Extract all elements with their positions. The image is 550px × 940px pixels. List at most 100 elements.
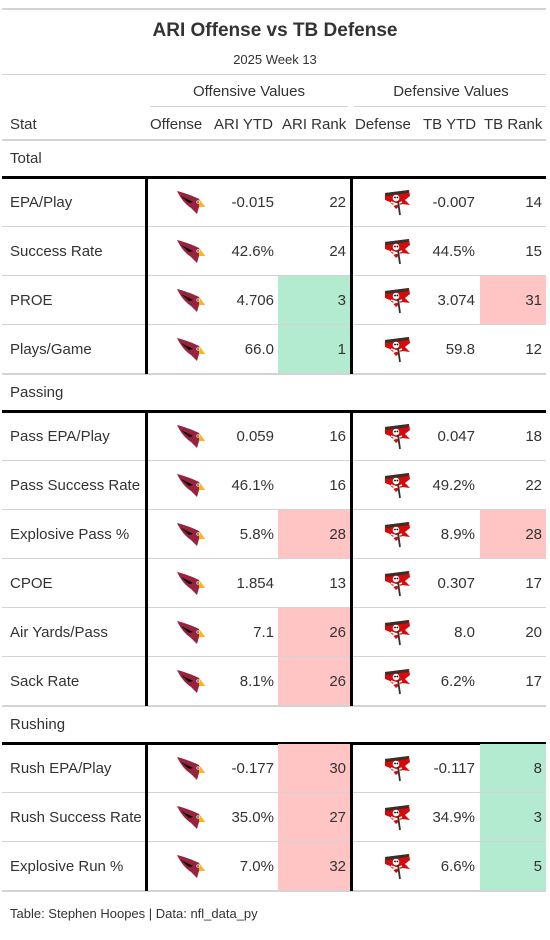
spanner-defensive-line xyxy=(354,106,546,107)
stat-label: Explosive Pass % xyxy=(10,526,130,543)
buccaneer-flag-logo-icon xyxy=(382,421,414,451)
ari-rank-value: 26 xyxy=(329,673,346,690)
tb-rank-value: 17 xyxy=(525,575,542,592)
ari-rank-value: 3 xyxy=(337,292,346,309)
buccaneer-flag-logo-icon xyxy=(382,617,414,647)
stat-label: Explosive Run % xyxy=(10,858,124,875)
ari-ytd-value: 46.1% xyxy=(231,477,274,494)
ari-rank-value: 24 xyxy=(329,243,346,260)
stat-label: Plays/Game xyxy=(10,341,92,358)
offense-column-border xyxy=(145,412,148,706)
tb-rank-highlight xyxy=(480,842,546,891)
buccaneer-flag-logo-icon xyxy=(382,851,414,881)
tb-rank-value: 12 xyxy=(525,341,542,358)
group-end-rule xyxy=(2,890,546,892)
cardinal-logo-icon xyxy=(175,236,207,266)
stat-label: PROE xyxy=(10,292,53,309)
ari-rank-value: 13 xyxy=(329,575,346,592)
colhead-ari-rank: ARI Rank xyxy=(282,116,347,133)
ari-rank-highlight xyxy=(278,842,350,891)
ari-ytd-value: 1.854 xyxy=(236,575,274,592)
tb-rank-value: 5 xyxy=(533,858,542,875)
ari-rank-value: 26 xyxy=(329,624,346,641)
cardinal-logo-icon xyxy=(175,802,207,832)
tb-rank-value: 17 xyxy=(525,673,542,690)
buccaneer-flag-logo-icon xyxy=(382,568,414,598)
group-rule xyxy=(2,176,546,179)
colhead-stat: Stat xyxy=(10,116,37,133)
tb-rank-value: 22 xyxy=(525,477,542,494)
ari-ytd-value: -0.177 xyxy=(231,760,274,777)
ari-rank-highlight xyxy=(278,510,350,559)
offense-column-border xyxy=(145,744,148,891)
cardinal-logo-icon xyxy=(175,285,207,315)
tb-ytd-value: 59.8 xyxy=(445,341,475,358)
spanner-offensive-line xyxy=(150,106,348,107)
stat-label: Rush Success Rate xyxy=(10,809,142,826)
defense-column-border xyxy=(350,744,353,891)
colhead-tb-rank: TB Rank xyxy=(484,116,543,133)
cardinal-logo-icon xyxy=(175,666,207,696)
ari-ytd-value: 8.1% xyxy=(239,673,274,690)
ari-rank-value: 1 xyxy=(337,341,346,358)
tb-rank-highlight xyxy=(480,793,546,842)
table-footer: Table: Stephen Hoopes | Data: nfl_data_p… xyxy=(10,906,258,921)
top-rule xyxy=(2,8,546,10)
tb-rank-highlight xyxy=(480,510,546,559)
cardinal-logo-icon xyxy=(175,470,207,500)
ari-rank-highlight xyxy=(278,744,350,793)
buccaneer-flag-logo-icon xyxy=(382,470,414,500)
ari-rank-highlight xyxy=(278,793,350,842)
tb-ytd-value: 6.2% xyxy=(440,673,475,690)
title-divider xyxy=(2,74,546,75)
group-rule xyxy=(2,742,546,745)
row-rule xyxy=(2,792,546,793)
stat-label: Rush EPA/Play xyxy=(10,760,112,777)
cardinal-logo-icon xyxy=(175,568,207,598)
defense-column-border xyxy=(350,412,353,706)
tb-rank-value: 15 xyxy=(525,243,542,260)
ari-ytd-value: 35.0% xyxy=(231,809,274,826)
cardinal-logo-icon xyxy=(175,421,207,451)
spanner-defensive-values: Defensive Values xyxy=(393,83,509,100)
tb-ytd-value: 0.047 xyxy=(437,428,475,445)
ari-ytd-value: -0.015 xyxy=(231,194,274,211)
cardinal-logo-icon xyxy=(175,519,207,549)
cardinal-logo-icon xyxy=(175,851,207,881)
ari-rank-value: 16 xyxy=(329,477,346,494)
row-rule xyxy=(2,841,546,842)
ari-rank-value: 28 xyxy=(329,526,346,543)
group-label-rushing: Rushing xyxy=(10,716,66,733)
tb-rank-value: 20 xyxy=(525,624,542,641)
ari-rank-value: 27 xyxy=(329,809,346,826)
row-rule xyxy=(2,656,546,657)
tb-ytd-value: 44.5% xyxy=(432,243,475,260)
stat-label: Success Rate xyxy=(10,243,103,260)
ari-rank-highlight xyxy=(278,608,350,657)
stat-label: Pass Success Rate xyxy=(10,477,141,494)
row-rule xyxy=(2,324,546,325)
stat-label: Pass EPA/Play xyxy=(10,428,110,445)
ari-rank-value: 32 xyxy=(329,858,346,875)
tb-ytd-value: 34.9% xyxy=(432,809,475,826)
stats-table: ARI Offense vs TB Defense 2025 Week 13 O… xyxy=(2,8,548,932)
ari-rank-value: 16 xyxy=(329,428,346,445)
group-rule xyxy=(2,410,546,413)
ari-rank-highlight xyxy=(278,325,350,374)
group-end-rule xyxy=(2,373,546,375)
row-rule xyxy=(2,607,546,608)
cardinal-logo-icon xyxy=(175,617,207,647)
tb-ytd-value: 3.074 xyxy=(437,292,475,309)
buccaneer-flag-logo-icon xyxy=(382,802,414,832)
group-label-passing: Passing xyxy=(10,384,64,401)
tb-rank-value: 28 xyxy=(525,526,542,543)
ari-ytd-value: 7.1 xyxy=(253,624,274,641)
group-label-total: Total xyxy=(10,150,42,167)
ari-rank-value: 30 xyxy=(329,760,346,777)
colhead-defense: Defense xyxy=(355,116,411,133)
row-rule xyxy=(2,558,546,559)
colhead-ari-ytd: ARI YTD xyxy=(214,116,273,133)
stat-label: Air Yards/Pass xyxy=(10,624,108,641)
table-title: ARI Offense vs TB Defense xyxy=(152,20,398,41)
row-rule xyxy=(2,275,546,276)
